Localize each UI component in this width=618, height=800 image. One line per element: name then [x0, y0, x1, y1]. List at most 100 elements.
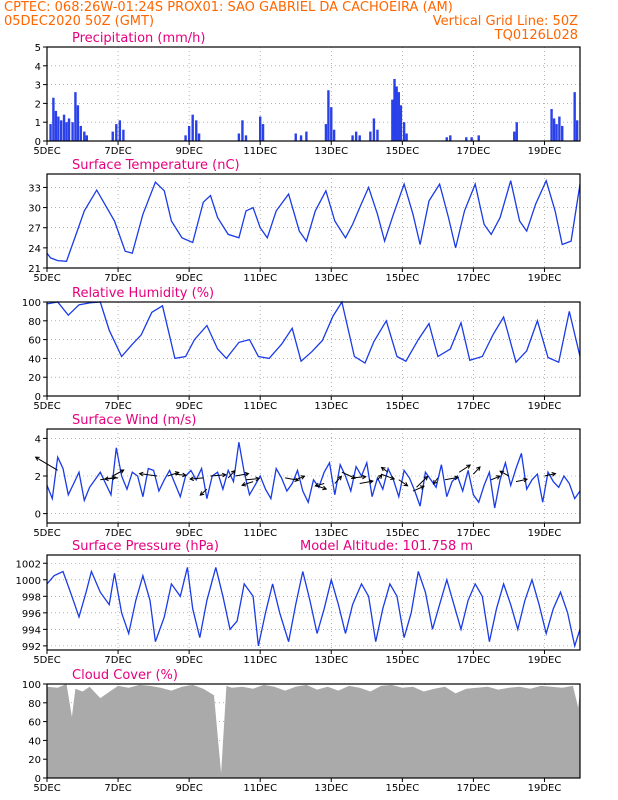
wind-arrow-head — [523, 477, 529, 483]
precipitation-bar — [52, 97, 55, 141]
y-tick-label: 1002 — [16, 559, 41, 570]
y-tick-label: 20 — [28, 755, 41, 766]
wind-arrow — [458, 464, 471, 473]
wind-arrow-head — [103, 476, 109, 482]
y-tick-label: 40 — [28, 736, 41, 747]
precipitation-bar — [573, 92, 576, 141]
wind-arrow — [235, 473, 249, 477]
precipitation-bar — [305, 131, 308, 141]
precipitation-bar — [83, 131, 86, 141]
y-tick-label: 0 — [35, 774, 41, 785]
pressure-title: Surface Pressure (hPa) — [72, 539, 219, 554]
precipitation-bar — [372, 118, 376, 141]
humidity-series-line — [46, 300, 581, 365]
y-tick-label: 3 — [35, 81, 41, 92]
temperature-frame — [46, 173, 581, 269]
x-tick-label: 7DEC — [104, 146, 131, 157]
precipitation-title: Precipitation (mm/h) — [72, 31, 205, 46]
temperature-series-line — [46, 178, 581, 262]
precipitation-bar — [191, 114, 194, 141]
precipitation-bar — [237, 133, 241, 141]
wind-arrow-head — [499, 470, 505, 475]
x-tick-label: 7DEC — [104, 273, 131, 284]
y-tick-label: 992 — [22, 642, 41, 653]
temperature-title: Surface Temperature (nC) — [72, 158, 240, 173]
x-tick-label: 15DEC — [385, 401, 419, 412]
wind-arrow-head — [377, 474, 383, 479]
header-line-1: CPTEC: 068:26W-01:24S PROX01: SAO GABRIE… — [4, 0, 453, 15]
precipitation-bar — [575, 120, 579, 141]
cloud-cover-title: Cloud Cover (%) — [72, 668, 178, 683]
wind-arrow-head — [351, 474, 357, 480]
precipitation-bar — [60, 120, 63, 141]
precipitation-bar — [550, 109, 553, 141]
wind-arrow-head — [432, 479, 438, 485]
x-tick-label: 15DEC — [385, 783, 419, 794]
wind-arrow — [544, 473, 556, 477]
wind-arrow-head — [390, 475, 396, 481]
pressure-frame — [46, 554, 581, 651]
x-tick-label: 5DEC — [33, 146, 60, 157]
cloud-cover-area — [47, 684, 580, 778]
wind-arrow — [380, 473, 395, 480]
y-tick-label: 21 — [28, 264, 41, 275]
wind-arrow — [112, 469, 124, 477]
x-tick-label: 11DEC — [243, 401, 277, 412]
pressure-annotation: Model Altitude: 101.758 m — [300, 539, 473, 554]
precipitation-bar — [197, 133, 201, 141]
wind-arrow-head — [182, 472, 187, 478]
wind-arrow — [341, 471, 356, 479]
precipitation-bar — [111, 131, 114, 141]
x-tick-label: 17DEC — [457, 401, 491, 412]
precipitation-bar — [241, 120, 244, 141]
precipitation-bar — [513, 131, 516, 141]
wind-panel: 0 2 4 5DEC 7DEC 9DEC 11DEC 13DEC 15DEC 17DEC 19DEC… — [33, 413, 581, 539]
wind-arrow-head — [495, 475, 501, 480]
y-tick-label: 0 — [35, 137, 41, 148]
x-tick-label: 9DEC — [175, 273, 202, 284]
wind-arrow — [377, 474, 383, 481]
precipitation-bar — [477, 135, 480, 141]
x-tick-label: 9DEC — [175, 146, 202, 157]
x-tick-label: 7DEC — [104, 655, 131, 666]
y-tick-label: 0 — [35, 392, 41, 403]
y-tick-label: 30 — [28, 204, 41, 215]
wind-arrow-head — [380, 466, 386, 472]
y-tick-label: 40 — [28, 354, 41, 365]
precipitation-bar — [195, 120, 198, 141]
x-tick-label: 11DEC — [243, 528, 277, 539]
x-tick-label: 9DEC — [175, 783, 202, 794]
x-tick-label: 11DEC — [243, 273, 277, 284]
precipitation-bar — [259, 116, 262, 141]
wind-arrow — [334, 475, 342, 484]
wind-arrow-head — [255, 476, 261, 482]
y-tick-label: 27 — [28, 224, 41, 235]
y-tick-label: 4 — [35, 62, 41, 73]
wind-arrow-head — [419, 485, 425, 490]
x-tick-label: 5DEC — [33, 528, 60, 539]
wind-arrow-head — [454, 475, 460, 481]
wind-arrow-head — [551, 471, 557, 477]
y-tick-label: 100 — [22, 298, 41, 309]
x-tick-label: 13DEC — [314, 146, 348, 157]
precipitation-bar — [85, 135, 88, 141]
wind-arrow-head — [199, 491, 205, 496]
wind-arrow-head — [368, 479, 374, 485]
precipitation-bar — [402, 122, 406, 141]
wind-arrow-head — [244, 471, 250, 477]
wind-arrow — [359, 480, 373, 485]
x-tick-label: 11DEC — [243, 655, 277, 666]
wind-arrow-head — [361, 474, 367, 480]
x-tick-label: 19DEC — [528, 401, 562, 412]
wind-arrow — [174, 473, 186, 476]
header-model-id: TQ0126L028 — [494, 28, 578, 43]
y-tick-label: 1000 — [16, 576, 41, 587]
precipitation-bar — [324, 124, 328, 141]
y-tick-label: 1 — [35, 118, 41, 129]
precipitation-bar — [62, 114, 66, 141]
precipitation-panel: 0 1 2 3 4 5 5DEC 7DEC 9DEC 11DEC 13DEC 15DEC 17DEC 19… — [33, 31, 581, 157]
y-tick-label: 994 — [22, 625, 41, 636]
precipitation-bar — [351, 135, 354, 141]
x-tick-label: 13DEC — [314, 273, 348, 284]
y-tick-label: 4 — [35, 434, 41, 445]
